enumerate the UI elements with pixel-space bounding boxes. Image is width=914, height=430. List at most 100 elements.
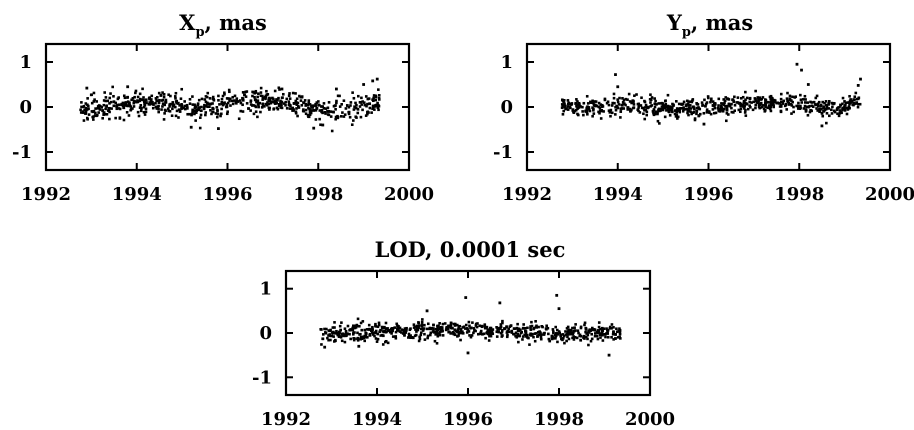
data-point (778, 102, 781, 105)
data-point (672, 104, 675, 107)
data-point (453, 328, 456, 332)
data-point (92, 100, 96, 103)
data-point (100, 106, 104, 109)
data-point (823, 101, 826, 105)
data-point (115, 107, 119, 111)
data-point (241, 99, 245, 102)
data-point (739, 96, 743, 100)
data-point (744, 108, 747, 112)
data-point (591, 106, 594, 109)
y-tick-label: -1 (12, 142, 32, 163)
data-point (374, 95, 378, 99)
data-point (748, 104, 751, 108)
data-point (434, 333, 437, 336)
data-point (742, 101, 746, 105)
data-point (82, 119, 86, 122)
data-point (607, 353, 611, 357)
data-point (379, 334, 383, 337)
data-point (384, 330, 388, 334)
data-point (637, 106, 640, 109)
data-point (170, 114, 174, 118)
data-point (259, 91, 263, 94)
scatter-points (319, 293, 622, 357)
data-point (572, 338, 576, 341)
data-point (550, 337, 554, 341)
data-point (825, 106, 829, 110)
data-point (150, 94, 154, 98)
data-point (831, 105, 834, 109)
data-point (651, 110, 655, 113)
data-point (251, 90, 254, 94)
data-point (322, 333, 325, 336)
data-point (464, 327, 467, 330)
data-point (529, 327, 532, 330)
data-point (607, 103, 611, 107)
data-point (417, 326, 420, 330)
data-point (300, 104, 304, 107)
data-point (586, 337, 589, 341)
data-point (470, 334, 474, 337)
data-point (386, 329, 390, 332)
data-point (222, 102, 225, 106)
data-point (587, 108, 591, 111)
data-point (268, 108, 271, 111)
data-point (156, 105, 160, 109)
data-point (573, 109, 577, 113)
data-point (616, 106, 620, 110)
data-point (91, 115, 94, 119)
data-point (739, 104, 742, 108)
data-point (598, 109, 602, 113)
data-point (626, 108, 630, 111)
data-point (194, 119, 197, 122)
data-point (93, 98, 96, 101)
data-point (102, 111, 106, 114)
data-point (256, 115, 259, 119)
data-point (138, 106, 142, 109)
data-point (160, 108, 163, 111)
data-point (295, 107, 298, 110)
data-point (770, 98, 774, 102)
data-point (134, 91, 137, 95)
data-point (592, 101, 595, 105)
data-point (619, 116, 622, 119)
data-point (843, 100, 846, 103)
data-point (576, 113, 580, 117)
data-point (440, 330, 443, 333)
data-point (376, 101, 379, 105)
data-point (603, 332, 607, 336)
data-point (823, 108, 827, 112)
data-point (581, 110, 584, 113)
data-point (436, 328, 440, 332)
data-point (758, 96, 762, 99)
data-point (525, 334, 529, 337)
data-point (338, 324, 342, 328)
data-point (364, 114, 368, 117)
data-point (653, 102, 657, 106)
data-point (352, 324, 355, 328)
data-point (335, 87, 338, 91)
data-point (824, 100, 828, 103)
data-point (159, 93, 163, 97)
data-point (351, 326, 355, 330)
data-point (102, 103, 106, 107)
data-point (140, 106, 143, 110)
data-point (561, 333, 564, 336)
data-point (366, 111, 369, 114)
data-point (598, 111, 601, 115)
data-point (687, 104, 691, 107)
data-point (845, 112, 849, 116)
data-point (645, 110, 649, 114)
data-point (488, 326, 492, 330)
data-point (312, 109, 316, 112)
data-point (239, 101, 243, 105)
data-point (436, 326, 439, 330)
data-point (358, 333, 361, 336)
data-point (480, 332, 484, 336)
data-point (624, 97, 628, 101)
data-point (654, 110, 658, 114)
data-point (759, 101, 763, 105)
data-point (267, 102, 271, 106)
data-point (102, 99, 106, 102)
data-point (366, 102, 369, 106)
data-point (163, 103, 167, 107)
